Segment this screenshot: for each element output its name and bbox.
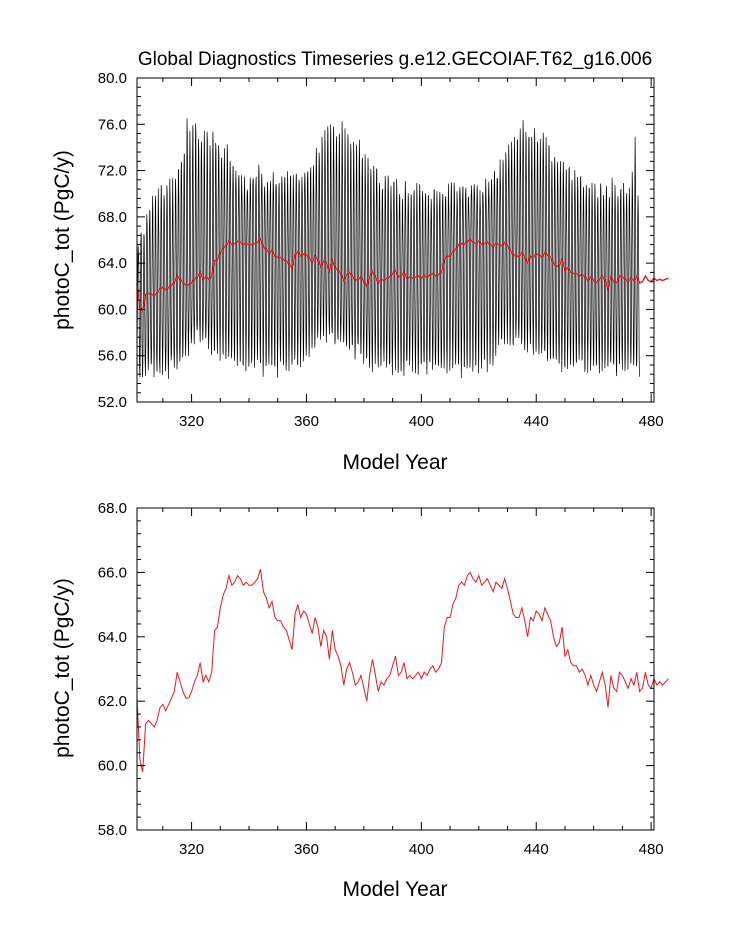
annual-mean-series-line — [136, 569, 669, 773]
top-y-axis-label: photoC_tot (PgC/y) — [51, 150, 74, 330]
x-tick-label: 400 — [409, 841, 434, 858]
x-tick-label: 400 — [409, 413, 434, 430]
y-tick-label: 56.0 — [98, 348, 127, 365]
annual-mean-series-line — [136, 237, 669, 314]
x-tick-label: 440 — [524, 841, 549, 858]
bottom-y-axis-label: photoC_tot (PgC/y) — [51, 578, 74, 758]
x-tick-label: 480 — [639, 413, 664, 430]
y-tick-label: 58.0 — [98, 822, 127, 839]
x-tick-label: 440 — [524, 413, 549, 430]
y-tick-label: 64.0 — [98, 629, 127, 646]
bottom-x-axis-label: Model Year — [342, 878, 447, 901]
y-tick-label: 76.0 — [98, 116, 127, 133]
top-axis-ticks: 320 360 400 440 480 52.0 56.0 60.0 64.0 68.0 72.0 7… — [98, 70, 664, 430]
y-tick-label: 64.0 — [98, 255, 127, 272]
monthly-series-line — [136, 118, 640, 380]
y-tick-label: 52.0 — [98, 394, 127, 411]
x-tick-label: 320 — [179, 413, 204, 430]
x-tick-label: 480 — [639, 841, 664, 858]
x-tick-label: 360 — [294, 413, 319, 430]
bottom-panel: 320 360 400 440 48058.060.062.064.066.068.0 … — [51, 500, 669, 901]
top-plot-area — [136, 118, 669, 380]
y-tick-label: 66.0 — [98, 564, 127, 581]
y-tick-label: 72.0 — [98, 163, 127, 180]
y-tick-label: 80.0 — [98, 70, 127, 87]
y-tick-label: 68.0 — [98, 500, 127, 517]
x-tick-label: 320 — [179, 841, 204, 858]
x-tick-label: 360 — [294, 841, 319, 858]
y-tick-label: 68.0 — [98, 209, 127, 226]
top-x-axis-label: Model Year — [342, 451, 447, 474]
bottom-axis-ticks: 320 360 400 440 480 58.0 60.0 62.0 64.0 66.0 68.0 — [98, 500, 664, 858]
y-tick-label: 60.0 — [98, 301, 127, 318]
chart-title: Global Diagnostics Timeseries g.e12.GECO… — [138, 49, 652, 70]
y-tick-label: 62.0 — [98, 693, 127, 710]
bottom-plot-area — [136, 569, 669, 773]
y-tick-label: 60.0 — [98, 758, 127, 775]
top-panel: 320 360 400 440 480 52.0 56.0 60.0 64.0 68.0 72.0 7… — [51, 70, 669, 474]
bottom-plot-frame — [136, 507, 655, 831]
top-plot-frame — [136, 77, 655, 403]
